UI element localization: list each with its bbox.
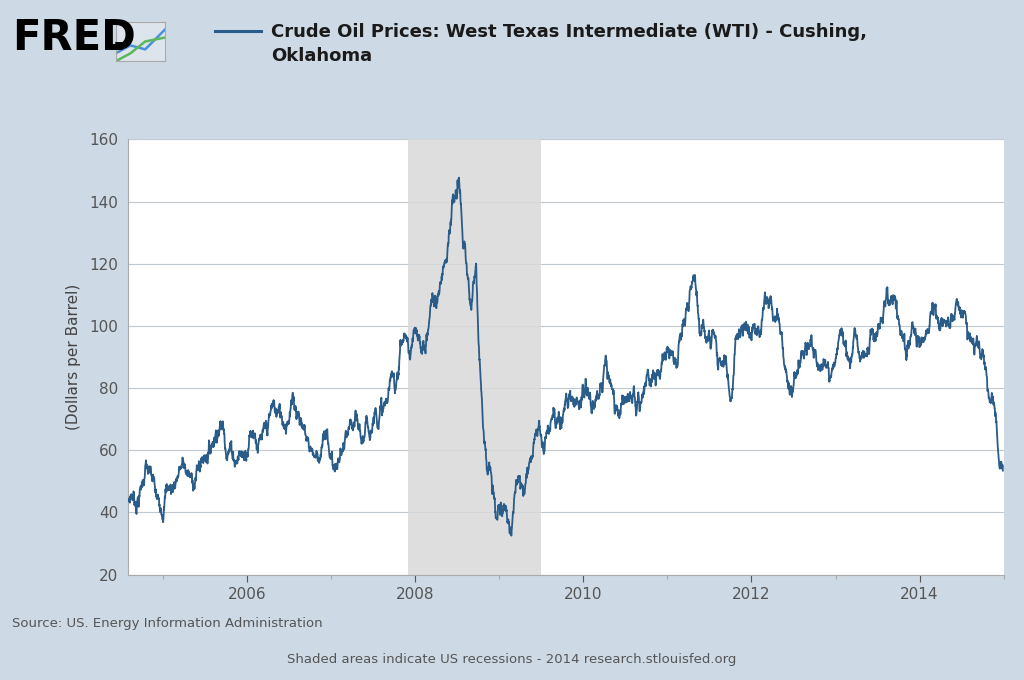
- Bar: [408, 139, 541, 575]
- Text: Source: US. Energy Information Administration: Source: US. Energy Information Administr…: [12, 617, 323, 630]
- Text: .: .: [111, 17, 127, 59]
- Text: FRED: FRED: [12, 17, 136, 59]
- Text: Shaded areas indicate US recessions - 2014 research.stlouisfed.org: Shaded areas indicate US recessions - 20…: [288, 653, 736, 666]
- Text: Crude Oil Prices: West Texas Intermediate (WTI) - Cushing,
Oklahoma: Crude Oil Prices: West Texas Intermediat…: [271, 23, 867, 65]
- Y-axis label: (Dollars per Barrel): (Dollars per Barrel): [66, 284, 81, 430]
